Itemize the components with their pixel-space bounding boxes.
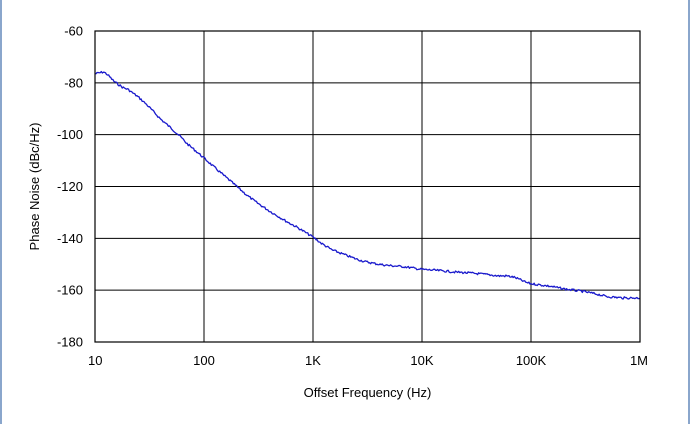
y-tick-label: -180 (57, 335, 83, 350)
y-tick-labels: -60 -80 -100 -120 -140 -160 -180 (57, 24, 83, 350)
y-tick-label: -60 (64, 24, 83, 39)
y-tick-label: -120 (57, 179, 83, 194)
y-tick-label: -160 (57, 283, 83, 298)
x-tick-label: 1K (305, 353, 321, 368)
x-tick-label: 100 (193, 353, 215, 368)
x-tick-label: 10 (88, 353, 102, 368)
plot-border (94, 30, 641, 343)
y-tick-label: -140 (57, 231, 83, 246)
x-tick-labels: 10 100 1K 10K 100K 1M (88, 353, 648, 368)
x-tick-label: 10K (410, 353, 433, 368)
y-axis-label: Phase Noise (dBc/Hz) (27, 123, 42, 251)
y-tick-label: -80 (64, 75, 83, 90)
x-tick-label: 100K (516, 353, 547, 368)
x-tick-label: 1M (630, 353, 648, 368)
series-line (94, 70, 641, 300)
y-tick-label: -100 (57, 127, 83, 142)
x-axis-label: Offset Frequency (Hz) (304, 385, 432, 400)
